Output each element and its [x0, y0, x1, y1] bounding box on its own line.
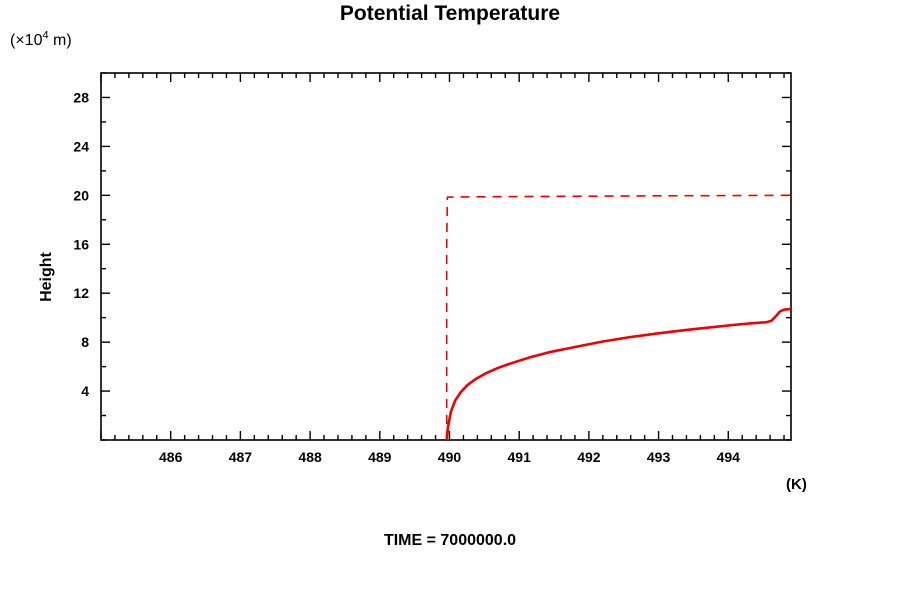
time-caption: TIME = 7000000.0	[383, 532, 517, 549]
y-unit-prefix: (×10	[10, 32, 43, 49]
data-series-line	[445, 307, 792, 439]
x-tick-label: 489	[368, 449, 392, 465]
data-series-line	[445, 194, 792, 440]
y-axis-tick-labels: 4 8 12 16 20 24 28	[73, 89, 89, 399]
x-axis-unit-label: (K)	[786, 476, 807, 493]
data-series-layer	[445, 194, 792, 440]
x-tick-label: 487	[229, 449, 253, 465]
x-tick-label: 493	[647, 449, 671, 465]
x-tick-label: 490	[438, 449, 462, 465]
x-tick-label: 486	[159, 449, 183, 465]
y-unit-exponent: 4	[42, 29, 49, 42]
page-title: Potential Temperature	[339, 2, 561, 25]
y-tick-label: 4	[81, 383, 89, 399]
y-unit-suffix: m)	[48, 32, 72, 49]
y-tick-label: 24	[73, 138, 89, 154]
y-axis-unit-label: (×104 m)	[10, 29, 72, 50]
x-axis-ticks	[100, 73, 785, 440]
x-tick-label: 488	[298, 449, 322, 465]
x-axis-tick-labels: 486 487 488 489 490 491 492 493 494	[159, 449, 740, 465]
y-tick-label: 28	[73, 89, 89, 105]
y-tick-label: 12	[73, 285, 89, 301]
x-tick-label: 492	[577, 449, 601, 465]
x-tick-label: 491	[508, 449, 532, 465]
x-tick-label: 494	[717, 449, 741, 465]
y-tick-label: 8	[81, 334, 89, 350]
y-tick-label: 16	[73, 236, 89, 252]
y-tick-label: 20	[73, 187, 89, 203]
